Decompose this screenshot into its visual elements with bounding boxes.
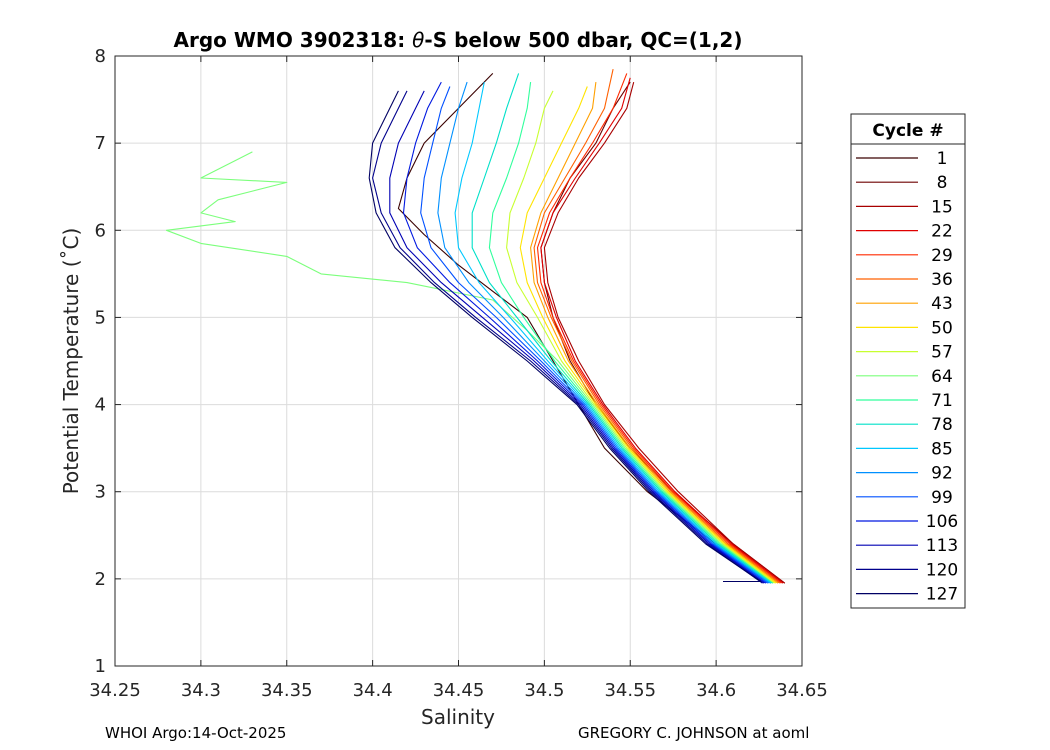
chart-title-prefix: Argo WMO 3902318:	[174, 28, 413, 52]
series-line-cycle-71	[488, 82, 774, 584]
series-line-cycle-36	[533, 68, 781, 584]
y-tick-label: 5	[95, 307, 106, 328]
legend-box	[850, 113, 966, 609]
legend-items: 1 8 15 22 29 36 43 50 57 64 71 78 85 92 99 106 113 120 127	[856, 149, 958, 605]
series-line-cycle-78	[471, 73, 772, 584]
y-tick-label: 3	[95, 482, 106, 503]
series-line-cycle-106	[402, 81, 767, 584]
y-tick-label: 7	[95, 133, 106, 154]
legend-label: 36	[931, 270, 953, 290]
x-tick-label: 34.45	[433, 680, 485, 701]
legend-label: 127	[926, 585, 958, 605]
series-line-cycle-64	[165, 151, 774, 584]
footer-credit: GREGORY C. JOHNSON at aoml	[578, 724, 810, 742]
footer-source-date: WHOI Argo:14-Oct-2025	[105, 724, 287, 742]
legend-label: 50	[931, 318, 953, 338]
legend-label: 85	[931, 439, 953, 459]
series-group	[165, 68, 786, 584]
chart-title-theta: θ	[412, 28, 424, 52]
legend-label: 64	[931, 367, 953, 387]
series-line-cycle-99	[420, 86, 769, 584]
series-line-cycle-15	[543, 81, 786, 584]
legend-label: 29	[931, 246, 953, 266]
series-line-cycle-85	[454, 81, 772, 584]
legend-label: 71	[931, 391, 953, 411]
chart-title-suffix: -S below 500 dbar, QC=(1,2)	[424, 28, 742, 52]
y-axis-label: Potential Temperature (˚C)	[59, 228, 83, 495]
series-line-cycle-22	[540, 77, 784, 584]
series-line-cycle-113	[389, 90, 765, 584]
y-tick-label: 2	[95, 569, 106, 590]
series-line-cycle-1	[397, 73, 772, 584]
x-tick-label: 34.5	[524, 680, 564, 701]
legend-label: 15	[931, 197, 953, 217]
legend-label: 43	[931, 294, 953, 314]
legend-label: 99	[931, 488, 953, 508]
series-line-cycle-127	[368, 90, 762, 583]
chart-title: Argo WMO 3902318: θ-S below 500 dbar, QC…	[174, 28, 743, 52]
x-axis-label: Salinity	[421, 705, 495, 729]
y-tick-label: 4	[95, 395, 106, 416]
y-tick-label: 6	[95, 220, 106, 241]
legend-title: Cycle #	[872, 121, 943, 141]
x-tick-label: 34.35	[261, 680, 313, 701]
x-tick-label: 34.25	[89, 680, 141, 701]
legend-label: 92	[931, 464, 953, 484]
series-line-cycle-120	[372, 90, 763, 584]
legend-label: 106	[926, 512, 958, 532]
x-tick-label: 34.3	[181, 680, 221, 701]
y-tick-label: 8	[95, 46, 106, 67]
x-tick-label: 34.4	[353, 680, 393, 701]
legend-label: 78	[931, 415, 953, 435]
axis-ticks: 34.25 34.3 34.35 34.4 34.45 34.5 34.55 34.6 34.6…	[89, 46, 828, 701]
series-line-cycle-43	[530, 82, 779, 584]
x-tick-label: 34.65	[776, 680, 828, 701]
series-line-cycle-50	[519, 86, 777, 584]
legend-label: 1	[937, 149, 948, 169]
legend-label: 8	[937, 173, 948, 193]
y-tick-label: 1	[95, 656, 106, 677]
legend-label: 113	[926, 536, 958, 556]
legend-label: 120	[926, 560, 958, 580]
series-line-cycle-57	[506, 90, 775, 584]
x-tick-label: 34.6	[696, 680, 736, 701]
x-tick-label: 34.55	[604, 680, 656, 701]
legend: Cycle # 18152229364350576471788592991061…	[850, 113, 966, 609]
legend-label: 57	[931, 343, 953, 363]
legend-label: 22	[931, 222, 953, 242]
series-line-cycle-92	[437, 81, 770, 584]
series-line-cycle-29	[536, 73, 782, 584]
